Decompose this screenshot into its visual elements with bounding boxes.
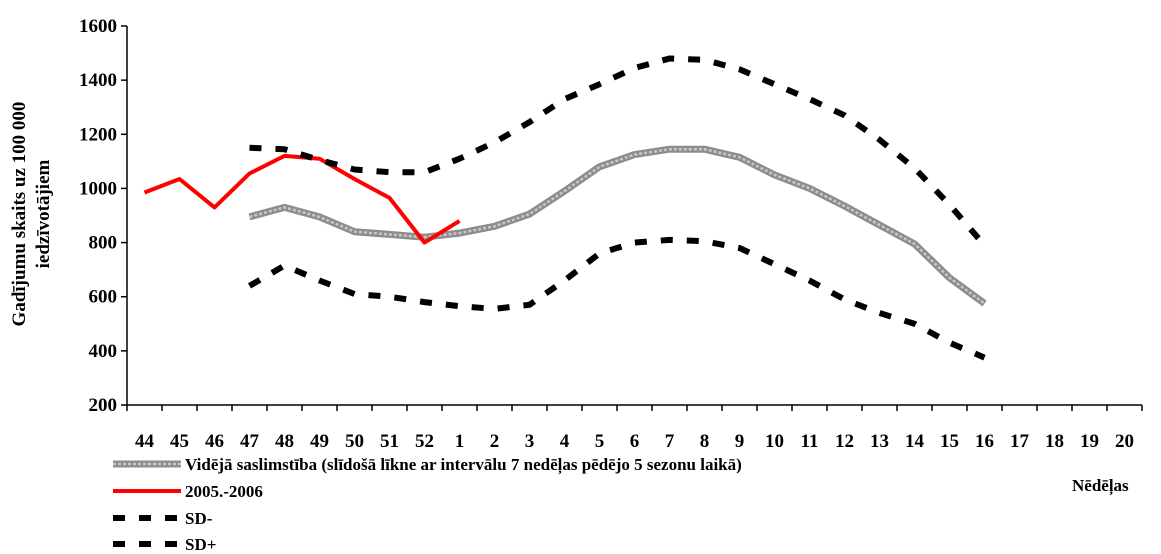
y-tick-label: 1400 — [79, 70, 117, 91]
legend-label: 2005.-2006 — [185, 482, 263, 501]
x-tick-label: 18 — [1045, 431, 1064, 452]
x-tick-label: 48 — [275, 431, 294, 452]
y-axis-label-line1: Gadījumu skaits uz 100 000 — [9, 102, 30, 327]
legend: Vidējā saslimstība (slīdošā līkne ar int… — [113, 455, 742, 554]
x-tick-label: 52 — [415, 431, 434, 452]
x-tick-label: 46 — [205, 431, 224, 452]
y-tick-label: 1000 — [79, 178, 117, 199]
y-axis-label-line2: iedzīvotājiem — [33, 159, 54, 268]
x-tick-label: 3 — [525, 431, 535, 452]
series-layer — [143, 55, 987, 361]
x-tick-label: 4 — [560, 431, 570, 452]
x-tick-label: 1 — [455, 431, 465, 452]
y-tick-label: 400 — [89, 341, 118, 362]
legend-item: 2005.-2006 — [113, 482, 263, 501]
x-tick-label: 11 — [801, 431, 819, 452]
x-tick-label: 50 — [345, 431, 364, 452]
x-tick-label: 49 — [310, 431, 329, 452]
x-axis-label: Nēdēļas — [1072, 476, 1129, 496]
x-ticks: 44 45 46 47 48 49 50 51 52 1 2 3 4 5 6 7 8 9 10 11 12 13 14 15 1… — [126, 405, 1143, 452]
x-tick-label: 5 — [595, 431, 605, 452]
series-line-0-inner — [249, 147, 986, 305]
y-tick-label: 800 — [89, 233, 118, 254]
y-tick-label: 1600 — [79, 16, 117, 37]
x-tick-label: 44 — [135, 431, 155, 452]
x-tick-label: 19 — [1080, 431, 1099, 452]
x-tick-label: 15 — [940, 431, 959, 452]
x-tick-label: 16 — [975, 431, 994, 452]
y-ticks: 200 400 600 800 1000 1200 1400 1600 — [79, 16, 127, 416]
legend-item: Vidējā saslimstība (slīdošā līkne ar int… — [113, 455, 742, 475]
axes — [126, 26, 1142, 406]
x-tick-label: 47 — [240, 431, 260, 452]
x-tick-label: 7 — [665, 431, 675, 452]
legend-item: SD- — [113, 509, 213, 528]
y-tick-label: 600 — [89, 287, 118, 308]
legend-label: Vidējā saslimstība (slīdošā līkne ar int… — [185, 455, 742, 475]
x-tick-label: 12 — [835, 431, 854, 452]
series-line-3 — [247, 236, 986, 361]
x-tick-label: 14 — [905, 431, 925, 452]
x-tick-label: 8 — [700, 431, 710, 452]
x-tick-label: 45 — [170, 431, 189, 452]
x-tick-label: 6 — [630, 431, 640, 452]
y-tick-label: 1200 — [79, 124, 117, 145]
x-tick-label: 10 — [765, 431, 784, 452]
x-tick-label: 17 — [1010, 431, 1030, 452]
series-line-2 — [249, 55, 987, 248]
x-tick-label: 51 — [380, 431, 399, 452]
x-tick-label: 20 — [1115, 431, 1134, 452]
x-tick-label: 2 — [490, 431, 500, 452]
legend-label: SD+ — [185, 535, 216, 554]
legend-label: SD- — [185, 509, 213, 528]
series-line-1 — [143, 153, 461, 245]
x-tick-label: 13 — [870, 431, 889, 452]
x-tick-label: 9 — [735, 431, 745, 452]
y-tick-label: 200 — [89, 395, 118, 416]
y-axis-label: Gadījumu skaits uz 100 000 iedzīvotājiem — [9, 102, 54, 327]
legend-item: SD+ — [113, 535, 216, 554]
